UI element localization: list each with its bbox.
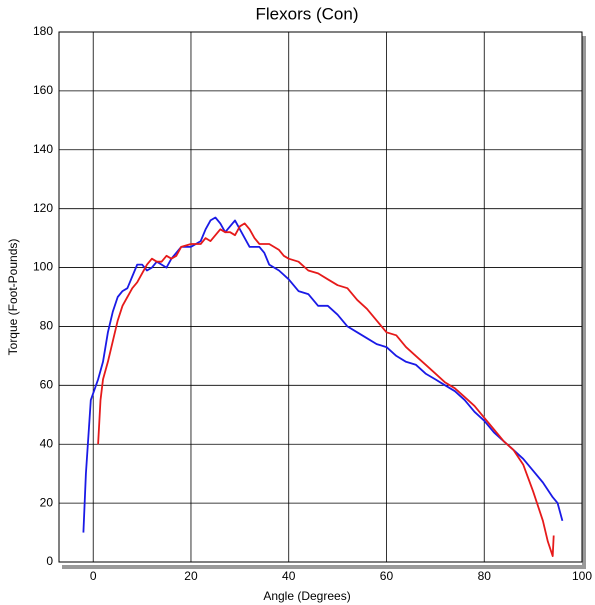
y-tick-label: 0 bbox=[46, 554, 53, 568]
x-tick-label: 60 bbox=[380, 569, 394, 583]
y-tick-label: 160 bbox=[33, 83, 53, 97]
x-tick-label: 80 bbox=[478, 569, 492, 583]
x-tick-label: 20 bbox=[184, 569, 198, 583]
series-line bbox=[82, 216, 564, 533]
y-tick-label: 180 bbox=[33, 24, 53, 38]
series-line bbox=[97, 222, 555, 557]
x-tick-label: 40 bbox=[282, 569, 296, 583]
y-tick-label: 40 bbox=[40, 436, 54, 450]
y-tick-label: 100 bbox=[33, 260, 53, 274]
axis-shadow bbox=[62, 565, 586, 569]
x-axis-label: Angle (Degrees) bbox=[263, 589, 350, 603]
y-tick-label: 20 bbox=[40, 495, 54, 509]
plot-frame bbox=[58, 31, 583, 563]
y-tick-label: 140 bbox=[33, 142, 53, 156]
y-tick-label: 60 bbox=[40, 378, 54, 392]
chart-title: Flexors (Con) bbox=[256, 4, 359, 23]
y-axis-label: Torque (Foot-Pounds) bbox=[6, 239, 20, 356]
y-tick-label: 80 bbox=[40, 319, 54, 333]
axis-shadow bbox=[582, 36, 586, 569]
y-tick-label: 120 bbox=[33, 201, 53, 215]
x-tick-label: 0 bbox=[90, 569, 97, 583]
x-tick-label: 100 bbox=[572, 569, 592, 583]
